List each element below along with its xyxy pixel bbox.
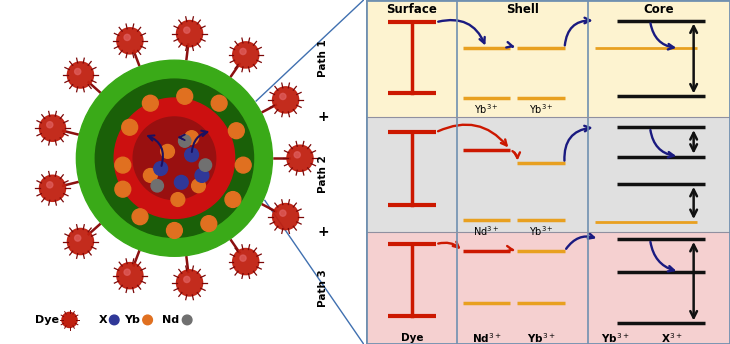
Circle shape (177, 88, 193, 104)
Text: Yb$^{3+}$: Yb$^{3+}$ (602, 331, 630, 344)
Circle shape (115, 157, 131, 173)
Text: Nd$^{3+}$: Nd$^{3+}$ (473, 225, 499, 238)
Circle shape (233, 42, 259, 68)
Circle shape (122, 119, 138, 135)
Bar (366, 232, 730, 344)
Circle shape (166, 223, 182, 238)
Circle shape (154, 162, 168, 175)
Circle shape (161, 144, 174, 158)
Circle shape (201, 216, 217, 232)
Circle shape (185, 131, 199, 144)
Text: Nd$^{3+}$: Nd$^{3+}$ (472, 331, 502, 344)
Bar (366, 0, 730, 117)
Circle shape (114, 98, 234, 218)
Circle shape (144, 169, 157, 182)
Circle shape (182, 315, 192, 325)
Circle shape (287, 145, 313, 171)
Text: Core: Core (644, 3, 675, 16)
Text: Path 2: Path 2 (318, 156, 328, 193)
Circle shape (62, 312, 77, 327)
Text: Yb$^{3+}$: Yb$^{3+}$ (526, 331, 556, 344)
Circle shape (96, 79, 253, 237)
Circle shape (117, 28, 143, 54)
Text: Nd: Nd (163, 315, 180, 325)
Circle shape (39, 175, 66, 201)
Circle shape (240, 49, 246, 55)
Circle shape (184, 276, 190, 282)
Circle shape (191, 179, 205, 193)
Circle shape (199, 159, 212, 171)
Circle shape (47, 122, 53, 128)
Text: +: + (317, 110, 328, 124)
Text: X$^{3+}$: X$^{3+}$ (661, 331, 683, 344)
Circle shape (110, 315, 119, 325)
Circle shape (228, 123, 245, 139)
Text: Path 1: Path 1 (318, 40, 328, 77)
Circle shape (117, 262, 143, 289)
Circle shape (233, 248, 259, 275)
Circle shape (272, 204, 299, 230)
Circle shape (77, 60, 272, 256)
Circle shape (177, 270, 203, 296)
Circle shape (124, 269, 130, 275)
Circle shape (67, 228, 93, 255)
Circle shape (272, 87, 299, 113)
Circle shape (151, 180, 164, 192)
Circle shape (240, 255, 246, 261)
Text: Yb$^{3+}$: Yb$^{3+}$ (529, 103, 553, 116)
Circle shape (294, 152, 300, 158)
Circle shape (115, 181, 131, 197)
Circle shape (132, 209, 148, 225)
Circle shape (280, 210, 286, 216)
Circle shape (39, 115, 66, 141)
Circle shape (142, 95, 158, 111)
Circle shape (185, 148, 199, 162)
Circle shape (225, 192, 241, 207)
Circle shape (67, 62, 93, 88)
Text: Dye: Dye (35, 315, 59, 325)
Circle shape (171, 193, 185, 206)
Text: Dye: Dye (401, 333, 423, 343)
Circle shape (74, 68, 81, 75)
Text: Yb: Yb (124, 315, 140, 325)
Circle shape (133, 117, 215, 200)
Text: X: X (99, 315, 107, 325)
Bar (366, 117, 730, 232)
Text: Path 3: Path 3 (318, 269, 328, 307)
Circle shape (124, 34, 130, 41)
Circle shape (195, 169, 209, 182)
Text: +: + (317, 225, 328, 239)
Text: Surface: Surface (386, 3, 437, 16)
Circle shape (143, 315, 153, 325)
Circle shape (211, 95, 227, 111)
Text: Shell: Shell (507, 3, 539, 16)
Circle shape (235, 157, 251, 173)
Circle shape (174, 175, 188, 189)
Text: Yb$^{3+}$: Yb$^{3+}$ (474, 103, 499, 116)
Circle shape (184, 27, 190, 33)
Circle shape (177, 21, 203, 47)
Circle shape (47, 182, 53, 188)
Circle shape (179, 135, 191, 147)
Circle shape (74, 235, 81, 241)
Circle shape (280, 93, 286, 99)
Text: Yb$^{3+}$: Yb$^{3+}$ (529, 225, 553, 238)
